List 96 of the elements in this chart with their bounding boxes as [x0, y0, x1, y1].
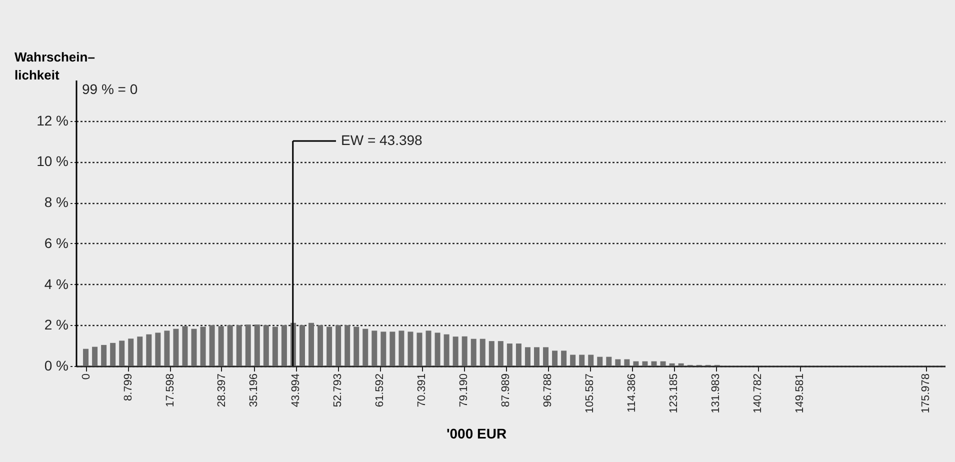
bar: [101, 344, 107, 366]
bar: [263, 325, 269, 366]
bar: [552, 350, 558, 366]
bar: [326, 326, 332, 366]
y-tick-label: 4 %: [44, 276, 68, 292]
bar: [245, 324, 251, 366]
bar: [182, 326, 188, 366]
bar: [588, 354, 594, 366]
bar: [624, 359, 630, 366]
bar: [299, 325, 305, 366]
x-axis-title: '000 EUR: [446, 425, 507, 442]
bar: [209, 325, 215, 366]
x-tick-label: 105.587: [584, 374, 596, 414]
bar: [615, 359, 621, 366]
bar: [344, 325, 350, 366]
x-tick-label: 114.386: [626, 374, 638, 412]
x-tick-label: 149.581: [794, 374, 806, 414]
bar: [354, 326, 360, 366]
x-tick-label: 8.799: [122, 374, 134, 402]
bar: [380, 332, 386, 366]
bar: [236, 325, 242, 366]
bar: [633, 361, 639, 366]
y-tick-label: 2 %: [44, 316, 68, 333]
y-tick-label: 0 %: [44, 358, 68, 374]
x-tick-label: 87.989: [500, 374, 512, 408]
bar: [92, 346, 98, 366]
x-tick-label: 52.793: [332, 374, 344, 408]
bar: [678, 363, 684, 366]
x-tick-label: 35.196: [248, 374, 260, 408]
bar: [254, 324, 260, 366]
bar: [669, 363, 675, 366]
bar: [660, 361, 666, 366]
bar: [164, 330, 170, 366]
annotation: 99 % = 0: [82, 81, 138, 97]
bar: [372, 330, 378, 366]
bar: [452, 336, 458, 366]
y-tick-label: 6 %: [44, 234, 68, 251]
bar: [561, 350, 567, 366]
y-tick-label: 8 %: [44, 194, 68, 210]
bar: [218, 326, 224, 366]
bar: [426, 330, 432, 366]
bar: [362, 328, 368, 366]
bar: [524, 347, 530, 366]
x-tick-label: 140.782: [752, 374, 764, 414]
bar: [318, 325, 324, 366]
bar: [272, 326, 278, 366]
y-tick-label: 10 %: [36, 153, 68, 170]
bar: [597, 356, 603, 366]
bar: [119, 340, 125, 366]
y-axis-title: Wahrschein– lichkeit: [14, 50, 95, 82]
bar: [281, 325, 287, 366]
bar: [227, 325, 233, 366]
x-tick-label: 131.983: [710, 374, 722, 414]
bar: [470, 338, 476, 366]
bar: [416, 332, 422, 366]
x-tick-label: 61.592: [374, 374, 386, 408]
x-tick-label: 43.994: [290, 374, 302, 408]
bar: [83, 348, 89, 366]
bar: [516, 344, 522, 366]
bar: [498, 341, 504, 366]
bar: [137, 336, 143, 366]
bar: [200, 326, 206, 366]
bar: [336, 325, 342, 366]
bar: [480, 338, 486, 366]
bar: [146, 334, 152, 366]
bar: [579, 354, 585, 366]
bar: [390, 332, 396, 366]
bar: [398, 330, 404, 366]
bar: [534, 347, 540, 366]
x-tick-label: 70.391: [416, 374, 428, 408]
bar: [543, 347, 549, 366]
bar: [462, 336, 468, 366]
bar: [642, 361, 648, 366]
bar: [606, 356, 612, 366]
x-tick-label: 17.598: [164, 374, 176, 408]
x-tick-label: 0: [80, 374, 92, 380]
bar: [444, 334, 450, 366]
bar: [191, 328, 197, 366]
x-tick-label: 79.190: [458, 374, 470, 408]
bar: [506, 344, 512, 366]
bar: [408, 332, 414, 366]
bar: [173, 328, 179, 366]
x-tick-label: 175.978: [920, 374, 932, 414]
bar: [155, 332, 161, 366]
x-tick-label: 28.397: [216, 374, 228, 408]
bar: [570, 354, 576, 366]
bar: [488, 341, 494, 366]
bar: [434, 332, 440, 366]
x-tick-label: 96.788: [542, 374, 554, 408]
bar: [128, 338, 134, 366]
x-tick-label: 123.185: [668, 374, 680, 414]
y-tick-label: 12 %: [36, 112, 68, 128]
bar: [110, 342, 116, 366]
ref-line-label: EW = 43.398: [341, 132, 423, 148]
bar: [651, 361, 657, 366]
bar: [308, 322, 314, 366]
